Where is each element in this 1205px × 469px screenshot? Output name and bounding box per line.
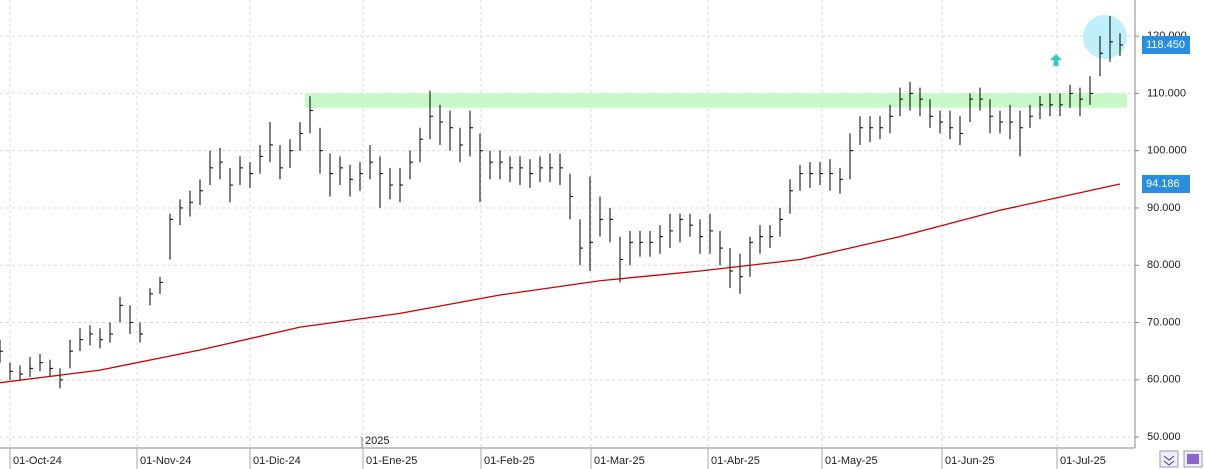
resistance-zone xyxy=(305,93,1127,108)
moving-average xyxy=(0,183,1121,384)
grid xyxy=(0,0,1135,448)
x-tick-label: 01-Ene-25 xyxy=(366,455,417,467)
x-tick-label: 01-May-25 xyxy=(825,455,878,467)
x-tick-label: 01-Jun-25 xyxy=(945,455,995,467)
y-tick-label: 100.000 xyxy=(1147,145,1187,157)
x-tick-label: 01-Nov-24 xyxy=(140,455,191,467)
collapse-icon xyxy=(1163,455,1175,466)
x-tick-label: 01-Abr-25 xyxy=(711,455,760,467)
y-tick-label: 90.000 xyxy=(1147,202,1181,214)
price-box xyxy=(1142,35,1190,54)
year-label: 2025 xyxy=(365,435,389,447)
y-tick-label: 50.000 xyxy=(1147,431,1181,443)
marks-layer xyxy=(0,16,1123,389)
toolbar-button[interactable] xyxy=(1159,450,1179,468)
save-icon xyxy=(1187,454,1199,464)
y-tick-label: 80.000 xyxy=(1147,259,1181,271)
x-tick-label: 01-Mar-25 xyxy=(594,455,645,467)
axes-layer: 50.000 60.000 70.000 80.000 90.000 100.000 110… xyxy=(9,30,1190,469)
x-tick-label: 01-Dic-24 xyxy=(253,455,301,467)
y-tick-label: 60.000 xyxy=(1147,374,1181,386)
x-tick-label: 01-Feb-25 xyxy=(484,455,535,467)
up-arrow xyxy=(1050,54,1062,66)
highlight-circle xyxy=(1083,15,1127,59)
price-box-label: 118.450 xyxy=(1146,39,1185,51)
y-tick-label: 70.000 xyxy=(1147,316,1181,328)
price-box-label: 94.186 xyxy=(1146,178,1180,190)
price-box xyxy=(1142,174,1190,193)
y-tick-label: 110.000 xyxy=(1147,87,1186,99)
x-tick-label: 01-Jul-25 xyxy=(1060,455,1106,467)
zone-layer xyxy=(305,93,1127,108)
x-tick-label: 01-Oct-24 xyxy=(13,455,62,467)
